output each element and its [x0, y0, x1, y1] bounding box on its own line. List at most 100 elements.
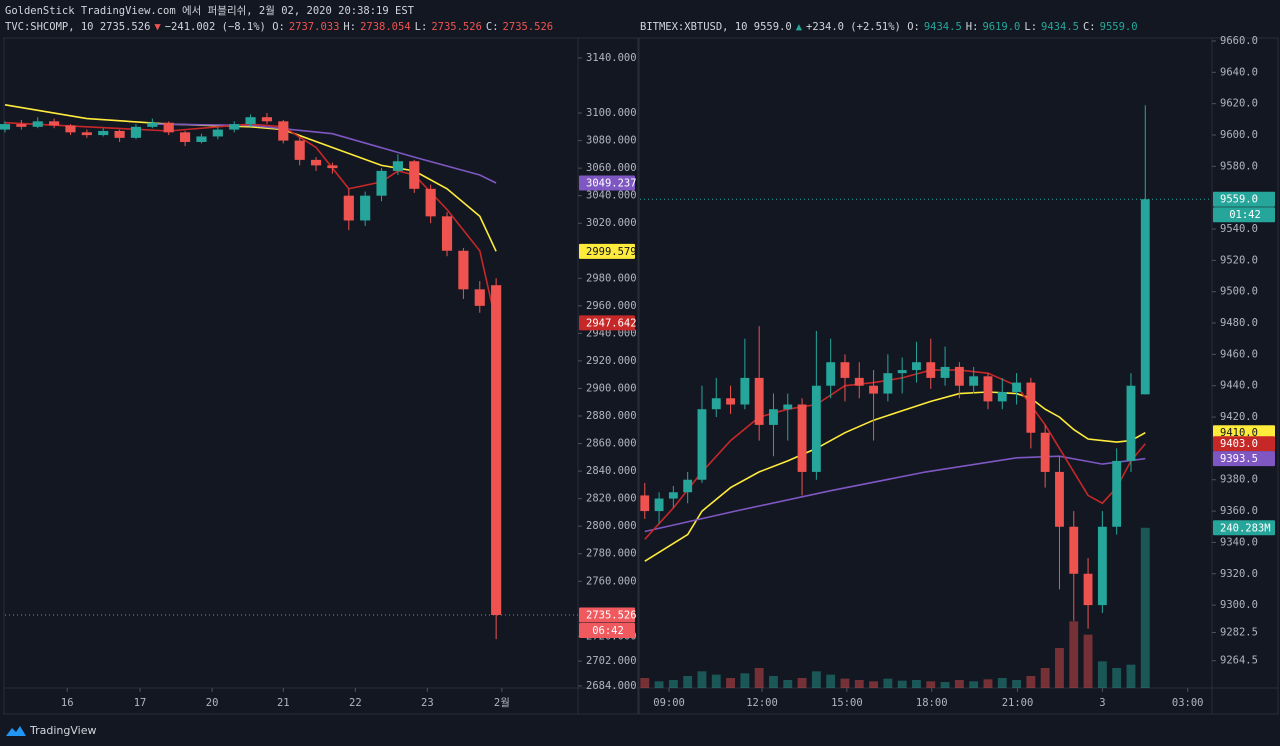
price-tag-label: 2735.526: [586, 609, 637, 621]
countdown-label: 01:42: [1229, 209, 1261, 221]
candle-body: [1097, 526, 1107, 606]
y-tick-label: 9360.0: [1220, 505, 1258, 517]
candle-body: [32, 121, 43, 127]
y-tick-label: 2960.000: [586, 300, 637, 312]
logo-icon: [6, 726, 26, 736]
volume-bar: [711, 674, 721, 688]
y-tick-label: 2900.000: [586, 382, 637, 394]
candle-body: [854, 377, 864, 386]
y-tick-label: 9420.0: [1220, 411, 1258, 423]
volume-bar: [797, 678, 807, 688]
candle-body: [16, 124, 27, 127]
candle-body: [883, 373, 893, 394]
volume-bar: [740, 673, 750, 688]
y-tick-label: 9300.0: [1220, 599, 1258, 611]
candle-body: [769, 409, 778, 425]
y-tick-label: 9282.5: [1220, 627, 1258, 639]
y-tick-label: 9600.0: [1220, 129, 1258, 141]
candle-body: [114, 130, 125, 138]
volume-bar: [983, 679, 993, 688]
candle-body: [912, 362, 921, 371]
volume-bar: [869, 681, 878, 688]
price-tag-label: 9403.0: [1220, 438, 1258, 450]
y-tick-label: 2684.000: [586, 680, 637, 692]
y-tick-label: 2820.000: [586, 493, 637, 505]
candle-body: [491, 285, 502, 615]
y-tick-label: 3020.000: [586, 217, 637, 229]
price-tag: [579, 175, 635, 191]
legend-item: 9559.0: [1100, 21, 1138, 33]
y-tick-label: 3060.000: [586, 162, 637, 174]
countdown-tag: [1213, 207, 1275, 223]
volume-bar: [1097, 661, 1107, 688]
x-tick-label: 21:00: [1002, 697, 1034, 709]
volume-bar: [1069, 621, 1079, 688]
y-tick-label: 9460.0: [1220, 348, 1258, 360]
legend-item: 9434.5: [924, 21, 962, 33]
y-tick-label: 2920.000: [586, 355, 637, 367]
price-tag: [579, 243, 635, 259]
volume-bar: [769, 676, 778, 688]
candle-body: [392, 161, 403, 171]
candle-body: [425, 188, 436, 217]
candle-body: [997, 391, 1007, 402]
candle-body: [441, 216, 453, 251]
y-tick-label: 9380.0: [1220, 474, 1258, 486]
y-tick-label: 9520.0: [1220, 254, 1258, 266]
y-tick-label: 2940.000: [586, 327, 637, 339]
candle-body: [954, 366, 964, 386]
candle-body: [811, 385, 821, 472]
candle-body: [474, 289, 485, 306]
price-tag-label: 9559.0: [1220, 194, 1258, 206]
candle-body: [754, 377, 764, 425]
legend-item: +234.0 (+2.51%) O:: [806, 21, 920, 33]
candle-body: [327, 165, 338, 169]
y-tick-label: 3140.000: [586, 52, 637, 64]
countdown-tag: [579, 622, 635, 638]
candle-body: [65, 125, 76, 133]
candle-body: [726, 398, 735, 405]
panel-frame: [3, 37, 639, 715]
x-tick-label: 15:00: [831, 697, 863, 709]
footer-brand[interactable]: TradingView: [29, 724, 96, 737]
candle-body: [1112, 460, 1122, 527]
candle-body: [1026, 382, 1036, 433]
price-tag-label: 2947.642: [586, 317, 637, 329]
volume-bar: [1083, 634, 1093, 688]
header-title: GoldenStick TradingView.com 에서 퍼블리쉬, 2월 …: [5, 5, 415, 17]
y-tick-label: 9580.0: [1220, 160, 1258, 172]
candle-body: [969, 376, 979, 386]
legend-item: −241.002 (−8.1%) O:: [165, 21, 285, 33]
chart-panel: BITMEX:XBTUSD, 10 9559.0 ▲ +234.0 (+2.51%)…: [638, 21, 1279, 715]
volume-bar: [697, 671, 707, 688]
candle-body: [294, 140, 305, 160]
legend-item: 2735.526: [503, 21, 554, 33]
candle-body: [1069, 526, 1079, 574]
candle-body: [983, 376, 993, 402]
legend-item: 2738.054: [360, 21, 411, 33]
y-tick-label: 9264.5: [1220, 655, 1258, 667]
candle-body: [49, 121, 60, 126]
symbol-legend: BITMEX:XBTUSD, 10 9559.0 ▲ +234.0 (+2.51%)…: [640, 21, 1138, 33]
chart-panel: TVC:SHCOMP, 10 2735.526 ▼ −241.002 (−8.1%)…: [0, 21, 639, 715]
y-tick-label: 2980.000: [586, 272, 637, 284]
x-tick-label: 17: [134, 697, 147, 709]
candle-body: [668, 492, 678, 499]
volume-bar: [811, 671, 821, 688]
price-tag-label: 9393.5: [1220, 453, 1258, 465]
candle-body: [0, 124, 11, 130]
y-tick-label: 3080.000: [586, 135, 637, 147]
candle-body: [196, 136, 207, 142]
candle-body: [640, 495, 650, 512]
y-tick-label: 3100.000: [586, 107, 637, 119]
y-tick-label: 9440.0: [1220, 380, 1258, 392]
y-tick-label: 3040.000: [586, 190, 637, 202]
legend-item: 2737.033: [289, 21, 340, 33]
legend-item: H:: [966, 21, 979, 33]
legend-item: L:: [415, 21, 428, 33]
legend-item: L:: [1024, 21, 1037, 33]
price-tag-label: 3049.237: [586, 177, 637, 189]
price-tag: [579, 315, 635, 331]
